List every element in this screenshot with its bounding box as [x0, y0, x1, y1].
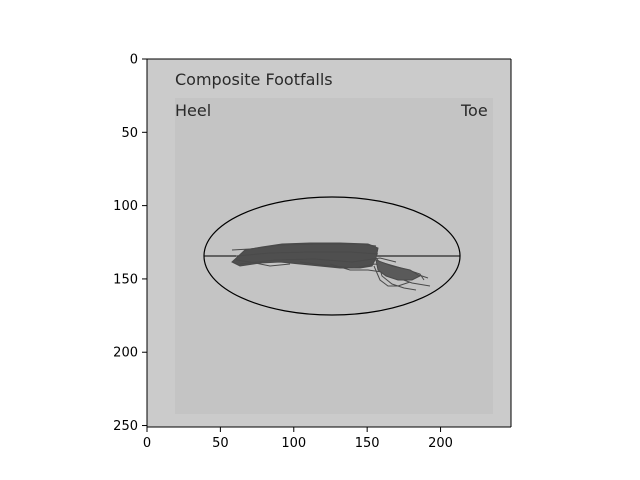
x-tick-label: 150: [355, 436, 380, 451]
toe-label: Toe: [460, 101, 488, 120]
y-tick-label: 100: [113, 199, 138, 214]
trace-line: [231, 243, 377, 251]
trace-line: [235, 259, 291, 267]
trace-fill-toe: [375, 259, 422, 281]
image-title: Composite Footfalls: [175, 70, 333, 89]
axes-frame: [146, 58, 512, 428]
trace-band: [231, 242, 379, 269]
y-axis-ticks: 0 50 100 150 200 250: [113, 53, 147, 434]
x-tick-label: 50: [212, 436, 229, 451]
y-tick-label: 200: [113, 346, 138, 361]
trace-line: [373, 265, 411, 287]
y-tick-label: 150: [113, 272, 138, 287]
x-tick-label: 0: [143, 436, 151, 451]
y-tick-label: 250: [113, 419, 138, 434]
x-axis-ticks: 0 50 100 150 200: [143, 427, 453, 451]
x-tick-label: 100: [281, 436, 306, 451]
x-tick-label: 200: [428, 436, 453, 451]
y-tick-label: 50: [121, 126, 138, 141]
heel-label: Heel: [175, 101, 211, 120]
trace-line: [329, 263, 383, 273]
trace-line: [235, 251, 379, 257]
footfall-traces: [231, 242, 431, 291]
trace-line: [239, 257, 397, 265]
y-tick-label: 0: [130, 53, 138, 68]
